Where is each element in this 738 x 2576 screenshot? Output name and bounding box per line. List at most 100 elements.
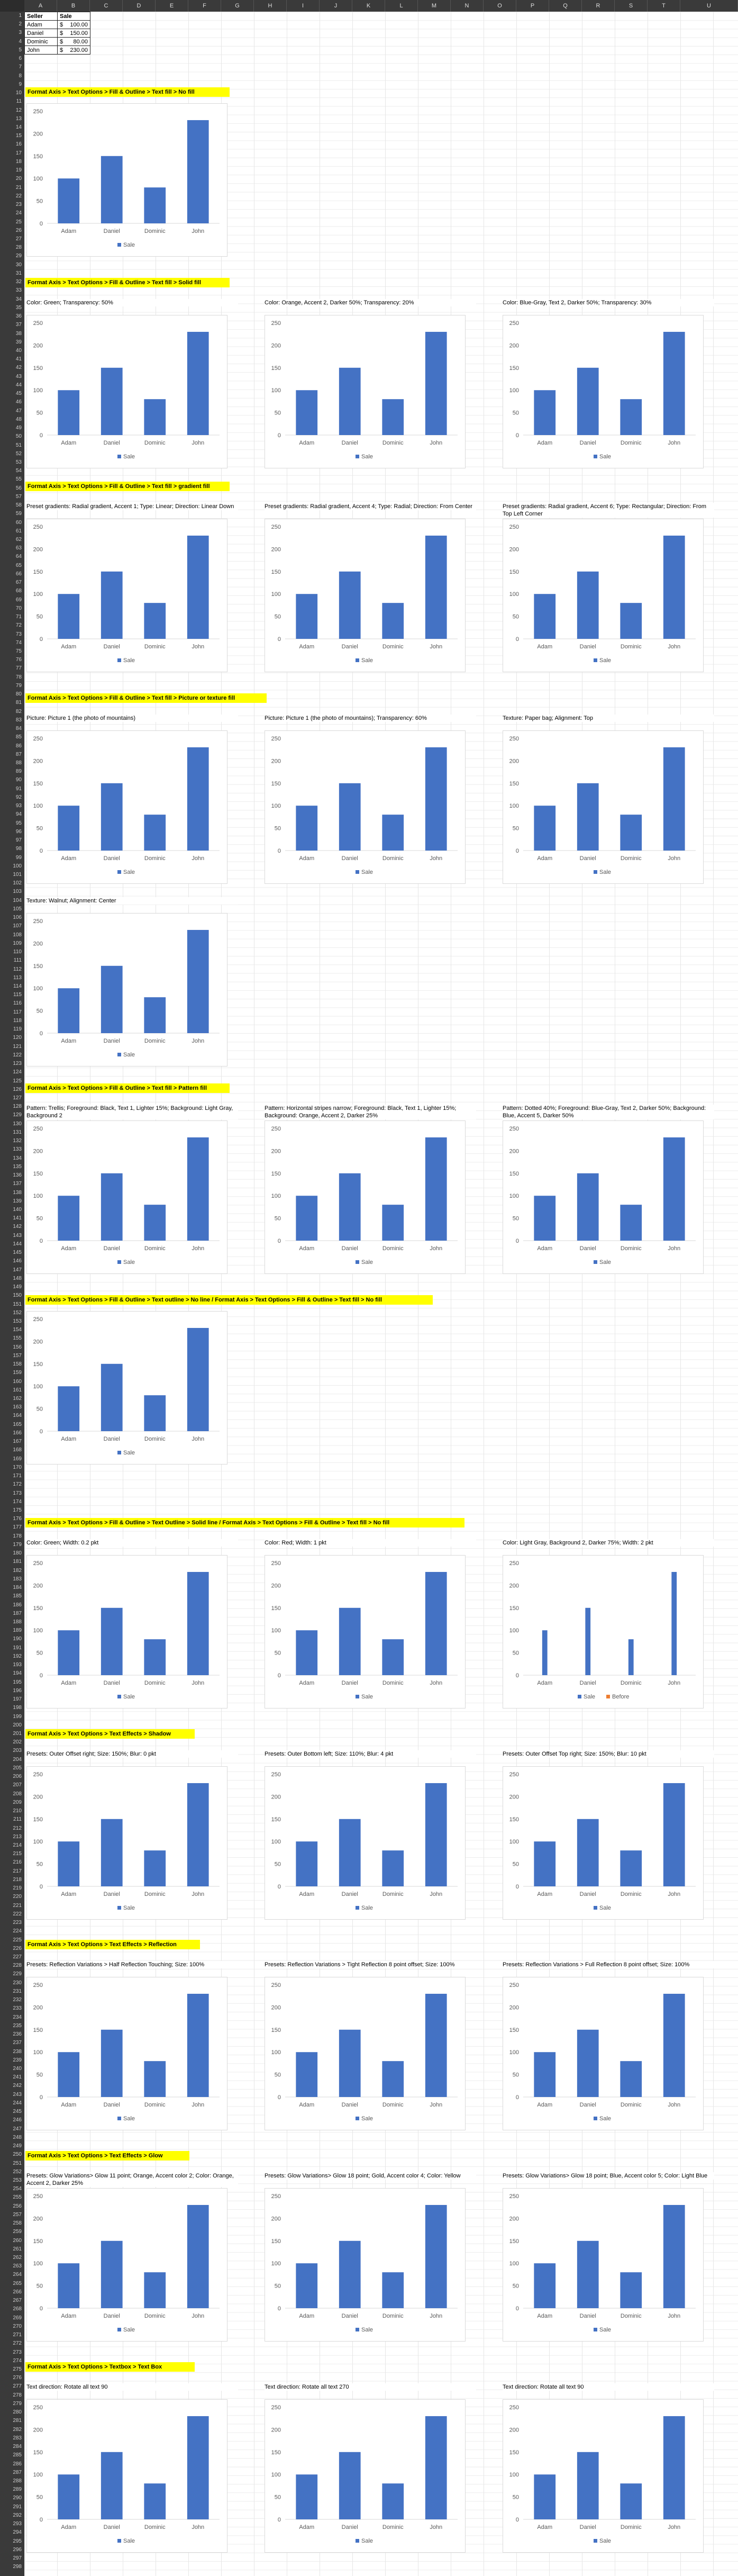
row-header[interactable]: 255 [13,2194,22,2201]
bar[interactable] [577,2240,599,2308]
bar[interactable] [577,571,599,639]
row-header[interactable]: 91 [15,785,22,792]
cell-sale[interactable]: 230.00 [66,46,90,55]
section-heading[interactable]: Format Axis > Text Options > Fill & Outl… [25,278,230,287]
row-header[interactable]: 6 [19,56,22,62]
bar[interactable] [144,399,166,435]
bar-chart[interactable]: 0 50 100 150 200 250 Adam Daniel Dominic John Sale [503,1120,704,1274]
bar[interactable] [296,1196,318,1241]
row-header[interactable]: 279 [13,2400,22,2407]
bar-chart[interactable]: 0 50 100 150 200 250 Adam Daniel Dominic John Sale [265,2399,466,2553]
row-header[interactable]: 113 [13,974,22,981]
row-header[interactable]: 194 [13,1670,22,1677]
row-header[interactable]: 250 [13,2152,22,2158]
bar[interactable] [296,2263,318,2308]
row-header[interactable]: 172 [13,1481,22,1488]
row-header[interactable]: 36 [15,313,22,320]
bar[interactable] [534,1196,556,1241]
cell-currency[interactable]: $ [57,29,66,38]
row-header[interactable]: 258 [13,2220,22,2227]
row-header[interactable]: 249 [13,2143,22,2149]
row-header[interactable]: 64 [15,554,22,560]
row-header[interactable]: 104 [13,897,22,903]
bar[interactable] [620,815,642,851]
bar[interactable] [58,178,80,223]
bar[interactable] [425,331,447,435]
row-header[interactable]: 126 [13,1086,22,1092]
row-header[interactable]: 14 [15,124,22,130]
bar[interactable] [58,594,80,639]
row-header[interactable]: 23 [15,202,22,208]
row-header[interactable]: 236 [13,2031,22,2038]
row-header[interactable]: 240 [13,2065,22,2072]
row-header[interactable]: 133 [13,1146,22,1153]
row-header[interactable]: 191 [13,1644,22,1651]
row-header[interactable]: 171 [13,1473,22,1479]
bar[interactable] [382,1850,404,1886]
row-header[interactable]: 269 [13,2315,22,2321]
row-header[interactable]: 207 [13,1782,22,1788]
bar-chart[interactable]: 0 50 100 150 200 250 Adam Daniel Dominic John Sale [265,1977,466,2130]
row-header[interactable]: 7 [19,64,22,70]
column-header[interactable]: G [221,0,254,12]
bar[interactable] [339,1819,361,1886]
row-header[interactable]: 185 [13,1593,22,1599]
column-header[interactable]: Q [549,0,582,12]
column-header[interactable]: P [516,0,549,12]
row-header[interactable]: 215 [13,1851,22,1857]
row-header[interactable]: 170 [13,1464,22,1470]
column-header[interactable]: N [451,0,484,12]
column-header[interactable]: I [287,0,320,12]
bar[interactable] [620,2483,642,2519]
row-header[interactable]: 108 [13,932,22,938]
row-header[interactable]: 267 [13,2298,22,2304]
cell-sale[interactable]: 100.00 [66,20,90,29]
row-header[interactable]: 298 [13,2564,22,2570]
row-header[interactable]: 47 [15,408,22,414]
row-header[interactable]: 184 [13,1585,22,1591]
row-header[interactable]: 148 [13,1275,22,1281]
row-header[interactable]: 54 [15,468,22,474]
row-header[interactable]: 257 [13,2211,22,2218]
row-header[interactable]: 44 [15,382,22,388]
bar[interactable] [144,603,166,639]
bar[interactable] [534,1841,556,1886]
bar[interactable] [534,806,556,851]
column-header[interactable]: H [254,0,287,12]
row-header[interactable]: 138 [13,1189,22,1196]
bar[interactable] [577,1819,599,1886]
row-header[interactable]: 190 [13,1636,22,1642]
row-header[interactable]: 89 [15,769,22,775]
cell-seller[interactable]: Adam [24,20,58,29]
row-header[interactable]: 167 [13,1439,22,1445]
row-header[interactable]: 59 [15,511,22,517]
row-header[interactable]: 40 [15,347,22,354]
row-header[interactable]: 161 [13,1387,22,1393]
row-header[interactable]: 275 [13,2366,22,2373]
row-header[interactable]: 271 [13,2332,22,2338]
row-header[interactable]: 41 [15,356,22,363]
bar[interactable] [382,603,404,639]
bar[interactable] [101,367,123,435]
bar[interactable] [144,2272,166,2308]
row-header[interactable]: 218 [13,1876,22,1883]
bar[interactable] [144,187,166,223]
row-header[interactable]: 114 [13,983,22,989]
bar[interactable] [339,2452,361,2519]
row-headers[interactable]: 1 2 3 4 5 6 7 8 9 10 11 12 13 14 15 16 17 18 19 20 21 22 23 24 2… [0,12,24,2576]
row-header[interactable]: 152 [13,1309,22,1316]
bar-chart[interactable]: 0 50 100 150 200 250 Adam Daniel Dominic John Sale [503,1766,704,1920]
row-header[interactable]: 227 [13,1954,22,1960]
bar[interactable] [101,2029,123,2097]
bar[interactable] [425,1571,447,1675]
row-header[interactable]: 203 [13,1748,22,1754]
bar[interactable] [534,2474,556,2519]
row-header[interactable]: 142 [13,1224,22,1230]
row-header[interactable]: 81 [15,700,22,706]
bar[interactable] [187,1571,209,1675]
row-header[interactable]: 139 [13,1198,22,1204]
row-header[interactable]: 150 [13,1292,22,1299]
column-header[interactable]: S [615,0,648,12]
row-header[interactable]: 33 [15,287,22,294]
column-header[interactable]: R [582,0,615,12]
